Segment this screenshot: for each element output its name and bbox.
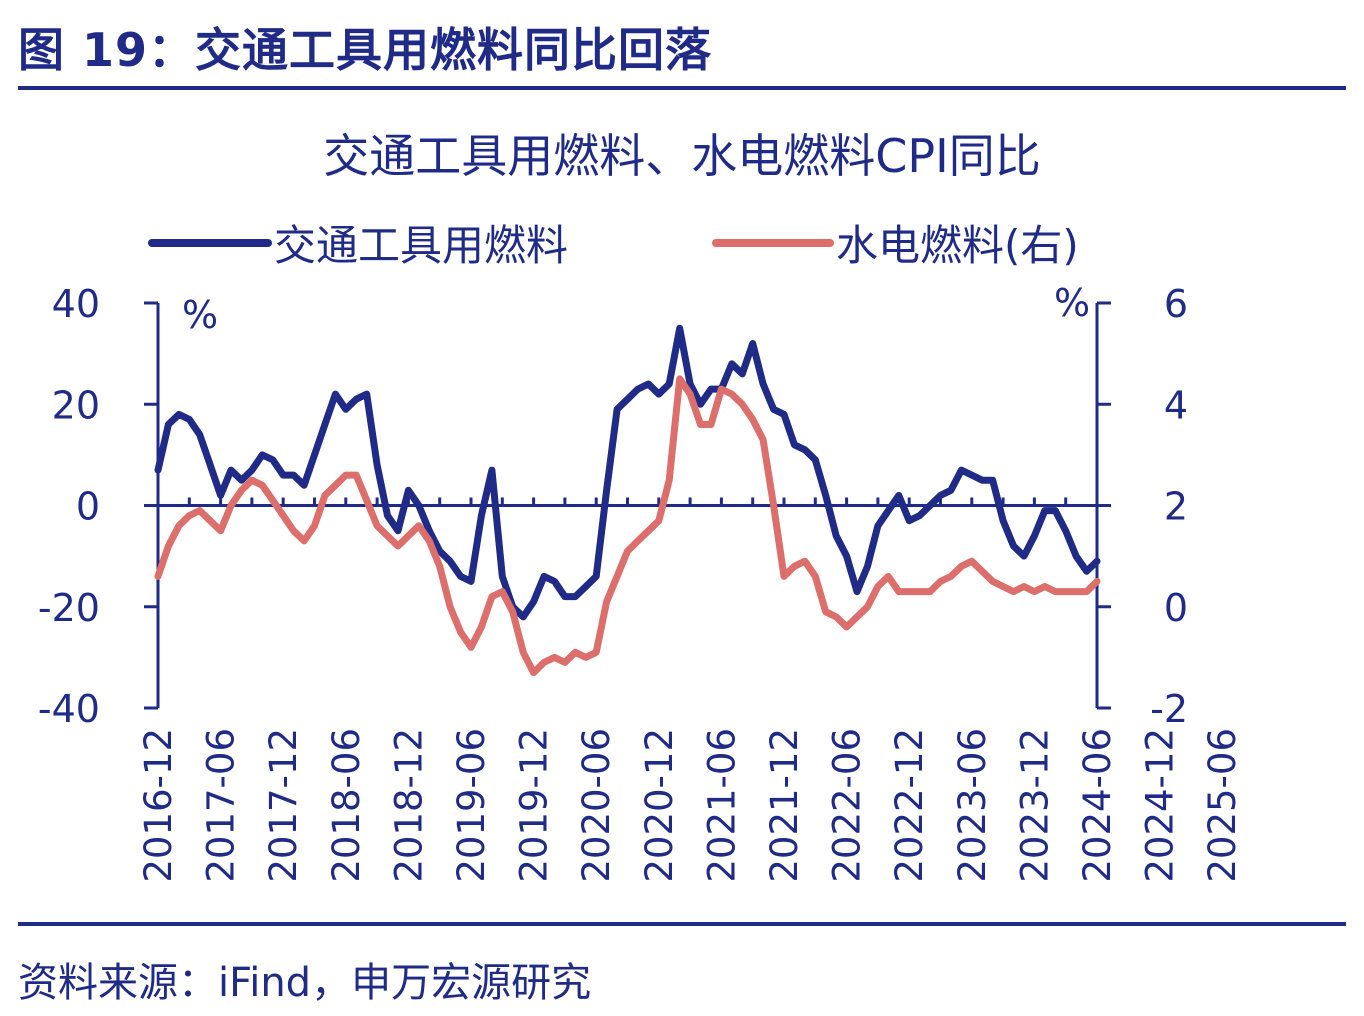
x-tick-label: 2016-12 bbox=[137, 728, 180, 883]
series-line-fuel bbox=[154, 324, 1101, 621]
x-tick-label: 2019-12 bbox=[513, 728, 556, 883]
left-tick-label: 0 bbox=[76, 485, 100, 529]
figure-title: 图 19：交通工具用燃料同比回落 bbox=[18, 23, 713, 77]
series-line-utility bbox=[154, 375, 1101, 677]
source-note: 资料来源：iFind，申万宏源研究 bbox=[18, 960, 592, 1006]
x-tick-label: 2023-06 bbox=[951, 728, 994, 883]
x-tick-label: 2022-06 bbox=[826, 728, 869, 883]
x-tick-label: 2021-12 bbox=[763, 728, 806, 883]
right-tick-label: -2 bbox=[1150, 687, 1188, 731]
x-tick-label: 2023-12 bbox=[1013, 728, 1056, 883]
x-tick-label: 2021-06 bbox=[700, 728, 743, 883]
x-tick-label: 2020-12 bbox=[638, 728, 681, 883]
axes bbox=[144, 301, 1111, 710]
legend-label-fuel: 交通工具用燃料 bbox=[274, 221, 568, 270]
left-unit-label: % bbox=[182, 293, 218, 337]
series-lines bbox=[154, 324, 1101, 677]
right-tick-label: 4 bbox=[1164, 383, 1188, 427]
right-tick-label: 2 bbox=[1164, 485, 1188, 529]
left-tick-label: -40 bbox=[38, 687, 100, 731]
x-tick-label: 2018-06 bbox=[325, 728, 368, 883]
right-tick-label: 0 bbox=[1164, 586, 1188, 630]
x-tick-label: 2024-12 bbox=[1139, 728, 1182, 883]
left-tick-label: 40 bbox=[52, 282, 100, 326]
x-tick-label: 2024-06 bbox=[1076, 728, 1119, 883]
legend: 交通工具用燃料 水电燃料(右) bbox=[148, 221, 1079, 270]
x-tick-label: 2025-06 bbox=[1201, 728, 1244, 883]
right-tick-label: 6 bbox=[1164, 282, 1188, 326]
x-tick-label: 2017-06 bbox=[200, 728, 243, 883]
x-tick-label: 2020-06 bbox=[575, 728, 618, 883]
x-tick-label: 2019-06 bbox=[450, 728, 493, 883]
bottom-rule bbox=[18, 922, 1346, 926]
chart-title: 交通工具用燃料、水电燃料CPI同比 bbox=[323, 129, 1040, 183]
x-tick-label: 2022-12 bbox=[888, 728, 931, 883]
right-unit-label: % bbox=[1054, 281, 1090, 325]
x-tick-label: 2017-12 bbox=[262, 728, 305, 883]
legend-label-utility: 水电燃料(右) bbox=[836, 221, 1079, 270]
x-tick-label: 2018-12 bbox=[387, 728, 430, 883]
top-rule bbox=[18, 86, 1346, 90]
left-tick-label: 20 bbox=[52, 383, 100, 427]
left-tick-label: -20 bbox=[38, 586, 100, 630]
